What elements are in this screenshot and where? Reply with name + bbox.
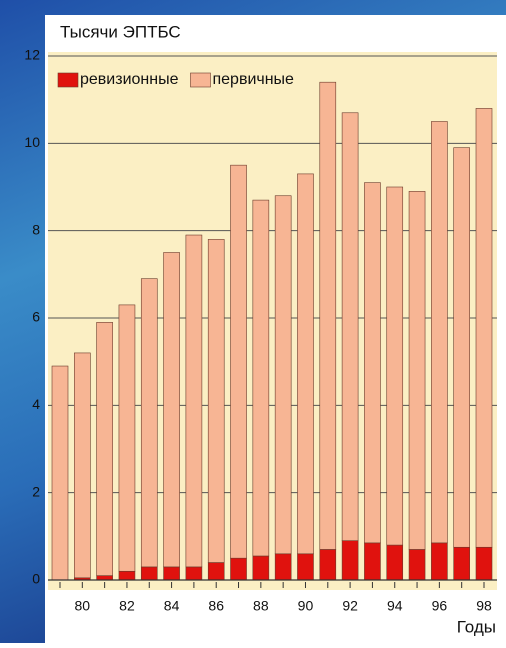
bar-segment bbox=[364, 182, 381, 544]
bar-segment bbox=[118, 304, 136, 572]
x-tick-label: 90 bbox=[298, 598, 314, 614]
y-tick-label: 4 bbox=[32, 396, 40, 412]
bar-segment bbox=[297, 173, 314, 555]
bar-segment bbox=[274, 553, 292, 581]
legend-label: первичные bbox=[212, 71, 294, 88]
x-tick-label: 86 bbox=[208, 598, 224, 614]
y-tick-label: 8 bbox=[32, 221, 40, 237]
bar-segment bbox=[408, 191, 426, 550]
bar-segment bbox=[185, 566, 203, 581]
bar-segment bbox=[431, 121, 448, 544]
bar-segment bbox=[230, 164, 247, 559]
bar-segment bbox=[74, 352, 91, 579]
y-tick-label: 10 bbox=[24, 134, 40, 150]
x-axis-title: Годы bbox=[457, 617, 496, 636]
x-tick-label: 96 bbox=[432, 598, 448, 614]
bar-segment bbox=[274, 195, 292, 555]
bar-segment bbox=[453, 147, 470, 548]
bar-segment bbox=[163, 252, 180, 568]
y-tick-label: 12 bbox=[24, 47, 40, 63]
legend-swatch bbox=[57, 72, 79, 88]
bar-segment bbox=[341, 112, 359, 541]
bar-segment bbox=[207, 239, 225, 563]
bar-segment bbox=[297, 553, 314, 581]
y-tick-label: 0 bbox=[32, 571, 40, 587]
bar-segment bbox=[475, 108, 493, 548]
bar-segment bbox=[51, 365, 69, 581]
x-tick-label: 94 bbox=[387, 598, 403, 614]
bar-segment bbox=[408, 549, 426, 581]
y-tick-label: 2 bbox=[32, 483, 40, 499]
bar-segment bbox=[319, 81, 337, 550]
y-tick-label: 6 bbox=[32, 309, 40, 325]
x-tick-label: 98 bbox=[476, 598, 492, 614]
bar-segment bbox=[230, 557, 247, 581]
bar-segment bbox=[475, 546, 493, 581]
bar-segment bbox=[96, 575, 113, 581]
legend-swatch bbox=[190, 72, 211, 88]
plot-area bbox=[48, 52, 497, 590]
bar-segment bbox=[431, 542, 448, 581]
bar-segment bbox=[252, 199, 270, 557]
bar-segment bbox=[252, 555, 270, 581]
bar-segment bbox=[341, 540, 359, 581]
legend-label: ревизионные bbox=[80, 71, 179, 88]
bar-segment bbox=[386, 544, 404, 581]
x-tick-label: 82 bbox=[119, 598, 135, 614]
bar-segment bbox=[207, 562, 225, 581]
x-tick-label: 88 bbox=[253, 598, 269, 614]
x-tick-label: 80 bbox=[75, 598, 91, 614]
bar-segment bbox=[364, 542, 381, 581]
bar-segment bbox=[118, 570, 136, 581]
bar-segment bbox=[96, 322, 113, 576]
bar-segment bbox=[185, 234, 203, 568]
bar-segment bbox=[163, 566, 180, 581]
bar-segment bbox=[453, 546, 470, 581]
bar-segment bbox=[140, 566, 158, 581]
bar-segment bbox=[140, 278, 158, 568]
y-axis-title: Тысячи ЭПТБС bbox=[60, 22, 181, 41]
x-tick-label: 84 bbox=[164, 598, 180, 614]
bar-segment bbox=[319, 549, 337, 581]
bar-segment bbox=[386, 186, 404, 546]
x-tick-label: 92 bbox=[342, 598, 358, 614]
